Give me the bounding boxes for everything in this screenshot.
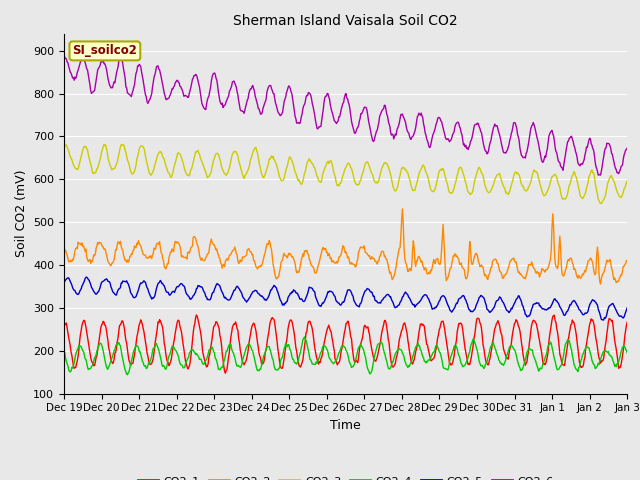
CO2_5 <box>83 274 90 280</box>
CO2_2 <box>128 252 136 257</box>
Text: SI_soilco2: SI_soilco2 <box>72 44 138 58</box>
CO2_6 <box>415 110 422 116</box>
Line: CO2_2: CO2_2 <box>64 209 627 284</box>
CO2_1 <box>216 333 224 338</box>
CO2_1 <box>416 326 424 332</box>
CO2_4 <box>216 367 224 373</box>
X-axis label: Time: Time <box>330 419 361 432</box>
CO2_5 <box>129 294 137 300</box>
CO2_1 <box>193 312 200 318</box>
CO2_4 <box>623 350 631 356</box>
CO2_2 <box>70 252 78 258</box>
CO2_4 <box>301 334 308 340</box>
CO2_1 <box>70 365 78 371</box>
Line: CO2_1: CO2_1 <box>64 315 627 373</box>
Line: CO2_3: CO2_3 <box>64 144 627 204</box>
CO2_4 <box>124 372 131 378</box>
CO2_1 <box>186 363 193 369</box>
CO2_2 <box>415 253 422 259</box>
CO2_1 <box>221 371 229 376</box>
CO2_5 <box>415 300 422 306</box>
CO2_2 <box>623 257 631 263</box>
CO2_1 <box>623 319 631 325</box>
CO2_4 <box>70 360 78 366</box>
CO2_6 <box>70 77 78 83</box>
CO2_2 <box>60 241 68 247</box>
CO2_2 <box>215 255 223 261</box>
CO2_5 <box>60 280 68 286</box>
CO2_6 <box>129 88 137 94</box>
CO2_3 <box>100 142 108 147</box>
Line: CO2_4: CO2_4 <box>64 337 627 375</box>
CO2_3 <box>186 169 194 175</box>
CO2_4 <box>60 347 68 352</box>
CO2_1 <box>128 360 136 366</box>
CO2_4 <box>129 351 137 357</box>
Line: CO2_5: CO2_5 <box>64 277 627 320</box>
CO2_5 <box>186 296 194 302</box>
CO2_3 <box>415 171 422 177</box>
CO2_5 <box>623 305 631 311</box>
CO2_6 <box>623 145 631 151</box>
CO2_6 <box>117 54 125 60</box>
CO2_3 <box>431 186 439 192</box>
CO2_5 <box>599 317 607 323</box>
Line: CO2_6: CO2_6 <box>64 57 627 175</box>
CO2_2 <box>186 250 193 256</box>
Y-axis label: Soil CO2 (mV): Soil CO2 (mV) <box>15 170 28 257</box>
CO2_3 <box>623 178 631 183</box>
CO2_1 <box>60 327 68 333</box>
CO2_3 <box>129 171 137 177</box>
CO2_5 <box>70 288 78 293</box>
CO2_2 <box>596 281 604 287</box>
CO2_1 <box>432 346 440 352</box>
CO2_3 <box>60 146 68 152</box>
CO2_2 <box>431 261 439 266</box>
CO2_4 <box>186 349 194 355</box>
CO2_5 <box>216 283 224 289</box>
CO2_5 <box>431 304 439 310</box>
CO2_6 <box>60 54 68 60</box>
CO2_4 <box>432 343 440 348</box>
CO2_6 <box>216 98 224 104</box>
CO2_3 <box>596 201 604 206</box>
CO2_3 <box>70 164 78 169</box>
CO2_4 <box>416 343 424 349</box>
CO2_6 <box>186 87 194 93</box>
CO2_6 <box>596 172 604 178</box>
Title: Sherman Island Vaisala Soil CO2: Sherman Island Vaisala Soil CO2 <box>234 14 458 28</box>
CO2_2 <box>399 206 406 212</box>
CO2_3 <box>216 156 224 162</box>
Legend: CO2_1, CO2_2, CO2_3, CO2_4, CO2_5, CO2_6: CO2_1, CO2_2, CO2_3, CO2_4, CO2_5, CO2_6 <box>133 471 558 480</box>
CO2_6 <box>431 125 439 131</box>
